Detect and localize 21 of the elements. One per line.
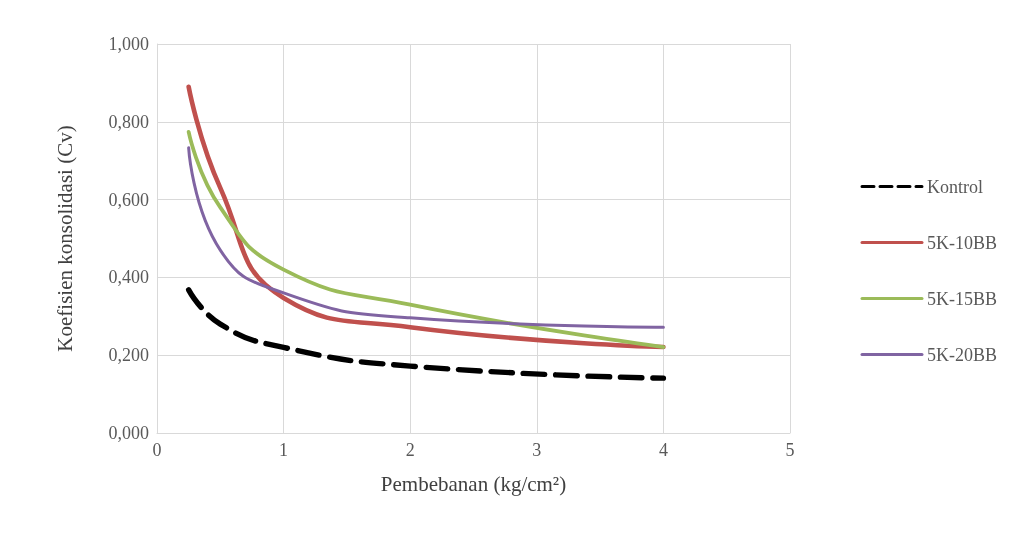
line-series — [187, 146, 665, 329]
y-tick-label: 0,000 — [108, 423, 149, 443]
x-tick-label: 5 — [785, 440, 795, 460]
y-tick-label: 0,400 — [108, 267, 149, 288]
y-tick-label: 1,000 — [108, 34, 149, 54]
x-tick-label: 0 — [152, 440, 162, 460]
y-tick-label: 0,200 — [108, 345, 149, 366]
legend-label: 5K-20BB — [927, 344, 998, 365]
legend-label: 5K-10BB — [927, 232, 998, 253]
legend-label: 5K-15BB — [927, 288, 998, 309]
legend-label: Kontrol — [927, 176, 983, 197]
x-tick-label: 3 — [532, 440, 542, 460]
line-series — [186, 130, 666, 349]
y-axis-title: Koefisien konsolidasi (Cv) — [52, 125, 77, 352]
x-tick-label: 1 — [279, 440, 289, 460]
y-tick-label: 0,600 — [108, 189, 149, 210]
line-series — [186, 84, 666, 350]
x-axis-title: Pembebanan (kg/cm²) — [380, 471, 567, 496]
y-tick-label: 0,800 — [108, 111, 149, 132]
x-tick-label: 4 — [658, 440, 668, 460]
x-tick-label: 2 — [405, 440, 415, 460]
